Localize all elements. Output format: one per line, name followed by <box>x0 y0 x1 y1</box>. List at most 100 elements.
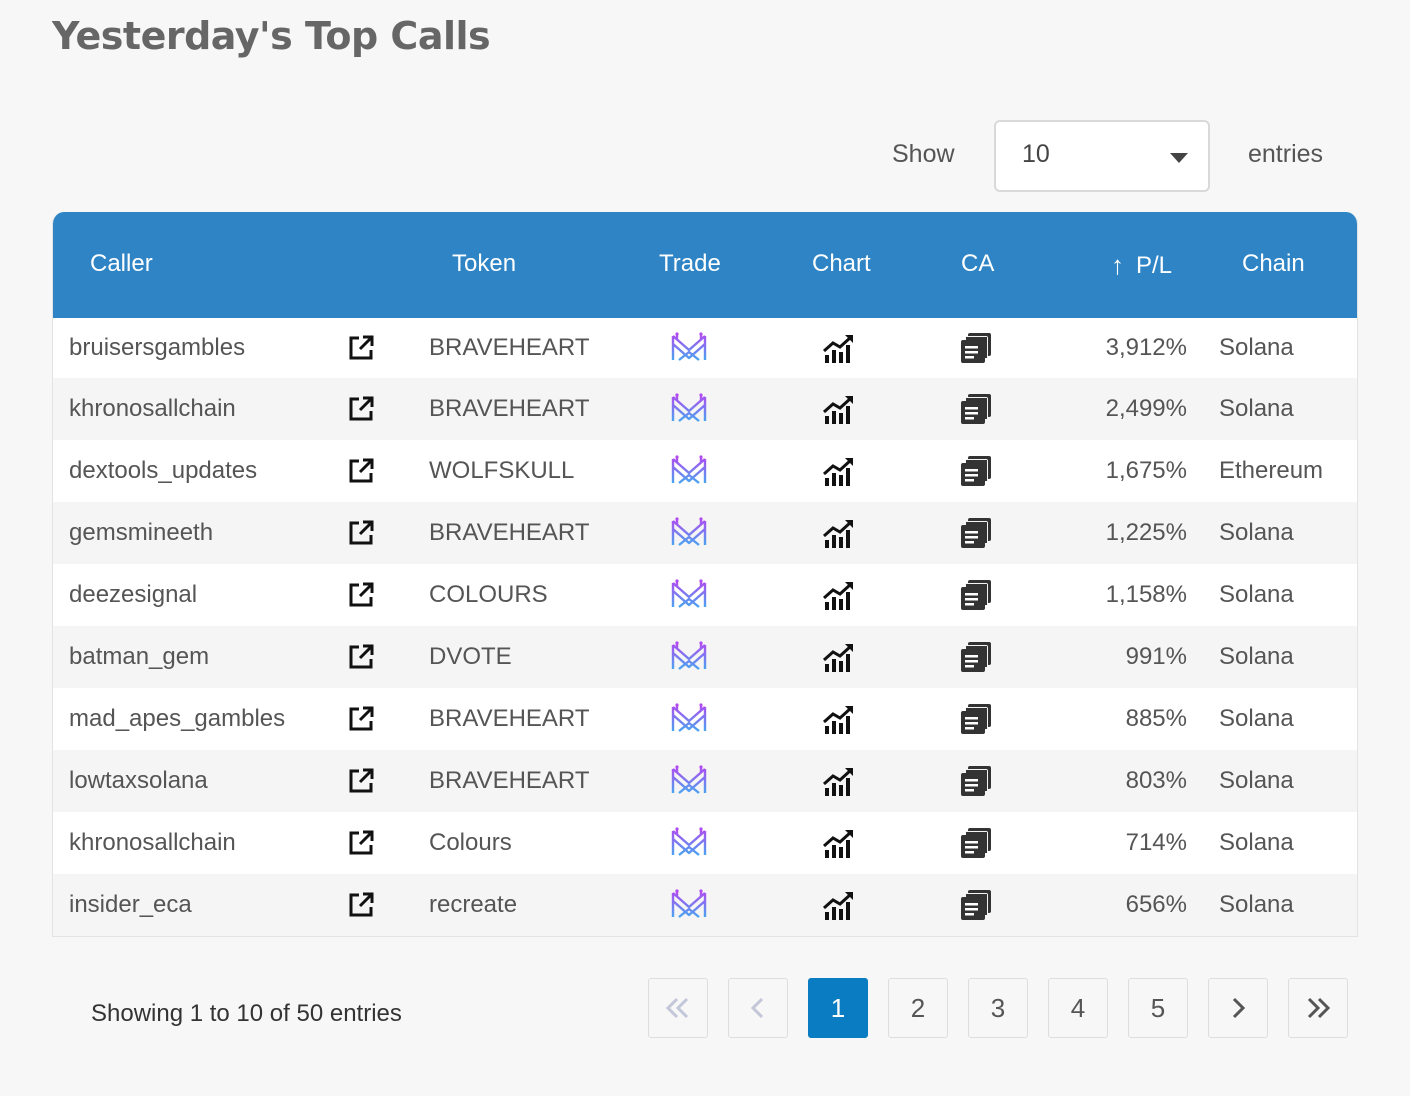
copy-icon[interactable] <box>959 454 993 488</box>
table-row: khronosallchain Colours 714% Solana <box>53 812 1357 874</box>
next-page-button[interactable] <box>1208 978 1268 1038</box>
table-header: Caller Token Trade Chart CA ↑ P/L Chain <box>53 212 1357 318</box>
trade-logo-icon[interactable] <box>669 763 709 799</box>
header-chain[interactable]: Chain <box>1242 250 1305 277</box>
chart-icon[interactable] <box>822 578 856 612</box>
profit-loss-value: 3,912% <box>1105 334 1187 361</box>
double-chevron-right-icon <box>1307 997 1331 1019</box>
first-page-button[interactable] <box>648 978 708 1038</box>
chart-icon[interactable] <box>822 640 856 674</box>
profit-loss-value: 1,225% <box>1105 519 1187 546</box>
chevron-right-icon <box>1232 997 1246 1019</box>
header-chart[interactable]: Chart <box>812 250 871 277</box>
trade-logo-icon[interactable] <box>669 701 709 737</box>
entries-per-page-value: 10 <box>1022 140 1050 168</box>
page-title: Yesterday's Top Calls <box>52 14 491 58</box>
header-caller[interactable]: Caller <box>90 250 153 277</box>
top-calls-table: Caller Token Trade Chart CA ↑ P/L Chain … <box>52 212 1358 937</box>
header-pl[interactable]: ↑ P/L <box>1111 250 1172 281</box>
token-name: Colours <box>429 829 512 856</box>
chain-name: Solana <box>1219 395 1294 422</box>
table-row: dextools_updates WOLFSKULL 1,675% Ethereum <box>53 440 1357 502</box>
token-name: BRAVEHEART <box>429 705 590 732</box>
show-label: Show <box>892 140 955 168</box>
copy-icon[interactable] <box>959 764 993 798</box>
token-name: DVOTE <box>429 643 512 670</box>
chain-name: Solana <box>1219 519 1294 546</box>
table-row: gemsmineeth BRAVEHEART 1,225% Solana <box>53 502 1357 564</box>
copy-icon[interactable] <box>959 392 993 426</box>
chart-icon[interactable] <box>822 516 856 550</box>
external-link-icon[interactable] <box>347 457 375 485</box>
profit-loss-value: 656% <box>1125 891 1187 918</box>
chart-icon[interactable] <box>822 826 856 860</box>
table-row: deezesignal COLOURS 1,158% Solana <box>53 564 1357 626</box>
profit-loss-value: 885% <box>1125 705 1187 732</box>
external-link-icon[interactable] <box>347 334 375 362</box>
profit-loss-value: 1,158% <box>1105 581 1187 608</box>
page-button-3[interactable]: 3 <box>968 978 1028 1038</box>
entries-per-page-select[interactable]: 10 <box>994 120 1210 192</box>
external-link-icon[interactable] <box>347 395 375 423</box>
page-button-5[interactable]: 5 <box>1128 978 1188 1038</box>
caller-name: mad_apes_gambles <box>69 705 286 732</box>
caret-down-icon <box>1170 153 1188 163</box>
copy-icon[interactable] <box>959 702 993 736</box>
token-name: BRAVEHEART <box>429 334 590 361</box>
entries-length-control: Show 10 entries <box>0 120 1410 192</box>
caller-name: dextools_updates <box>69 457 258 484</box>
header-ca[interactable]: CA <box>961 250 995 277</box>
chain-name: Ethereum <box>1219 457 1324 484</box>
copy-icon[interactable] <box>959 578 993 612</box>
copy-icon[interactable] <box>959 888 993 922</box>
header-pl-label: P/L <box>1136 251 1173 279</box>
external-link-icon[interactable] <box>347 581 375 609</box>
chart-icon[interactable] <box>822 888 856 922</box>
table-row: bruisersgambles BRAVEHEART 3,912% Solana <box>53 318 1357 378</box>
external-link-icon[interactable] <box>347 891 375 919</box>
trade-logo-icon[interactable] <box>669 577 709 613</box>
caller-name: khronosallchain <box>69 829 236 856</box>
external-link-icon[interactable] <box>347 705 375 733</box>
chart-icon[interactable] <box>822 454 856 488</box>
page-button-4[interactable]: 4 <box>1048 978 1108 1038</box>
chain-name: Solana <box>1219 334 1294 361</box>
trade-logo-icon[interactable] <box>669 391 709 427</box>
chain-name: Solana <box>1219 829 1294 856</box>
caller-name: deezesignal <box>69 581 198 608</box>
previous-page-button[interactable] <box>728 978 788 1038</box>
chain-name: Solana <box>1219 581 1294 608</box>
copy-icon[interactable] <box>959 516 993 550</box>
trade-logo-icon[interactable] <box>669 515 709 551</box>
chevron-left-icon <box>750 997 764 1019</box>
chart-icon[interactable] <box>822 702 856 736</box>
page-button-1[interactable]: 1 <box>808 978 868 1038</box>
page-button-2[interactable]: 2 <box>888 978 948 1038</box>
external-link-icon[interactable] <box>347 767 375 795</box>
header-trade[interactable]: Trade <box>659 250 721 277</box>
header-token[interactable]: Token <box>452 250 517 277</box>
chart-icon[interactable] <box>822 331 856 365</box>
caller-name: gemsmineeth <box>69 519 214 546</box>
trade-logo-icon[interactable] <box>669 453 709 489</box>
trade-logo-icon[interactable] <box>669 330 709 366</box>
last-page-button[interactable] <box>1288 978 1348 1038</box>
trade-logo-icon[interactable] <box>669 639 709 675</box>
copy-icon[interactable] <box>959 331 993 365</box>
copy-icon[interactable] <box>959 826 993 860</box>
external-link-icon[interactable] <box>347 519 375 547</box>
external-link-icon[interactable] <box>347 829 375 857</box>
chart-icon[interactable] <box>822 764 856 798</box>
chart-icon[interactable] <box>822 392 856 426</box>
table-row: khronosallchain BRAVEHEART 2,499% Solana <box>53 378 1357 440</box>
external-link-icon[interactable] <box>347 643 375 671</box>
trade-logo-icon[interactable] <box>669 887 709 923</box>
profit-loss-value: 803% <box>1125 767 1187 794</box>
chain-name: Solana <box>1219 705 1294 732</box>
profit-loss-value: 991% <box>1125 643 1187 670</box>
chain-name: Solana <box>1219 767 1294 794</box>
entries-label: entries <box>1248 140 1324 168</box>
chain-name: Solana <box>1219 643 1294 670</box>
trade-logo-icon[interactable] <box>669 825 709 861</box>
copy-icon[interactable] <box>959 640 993 674</box>
